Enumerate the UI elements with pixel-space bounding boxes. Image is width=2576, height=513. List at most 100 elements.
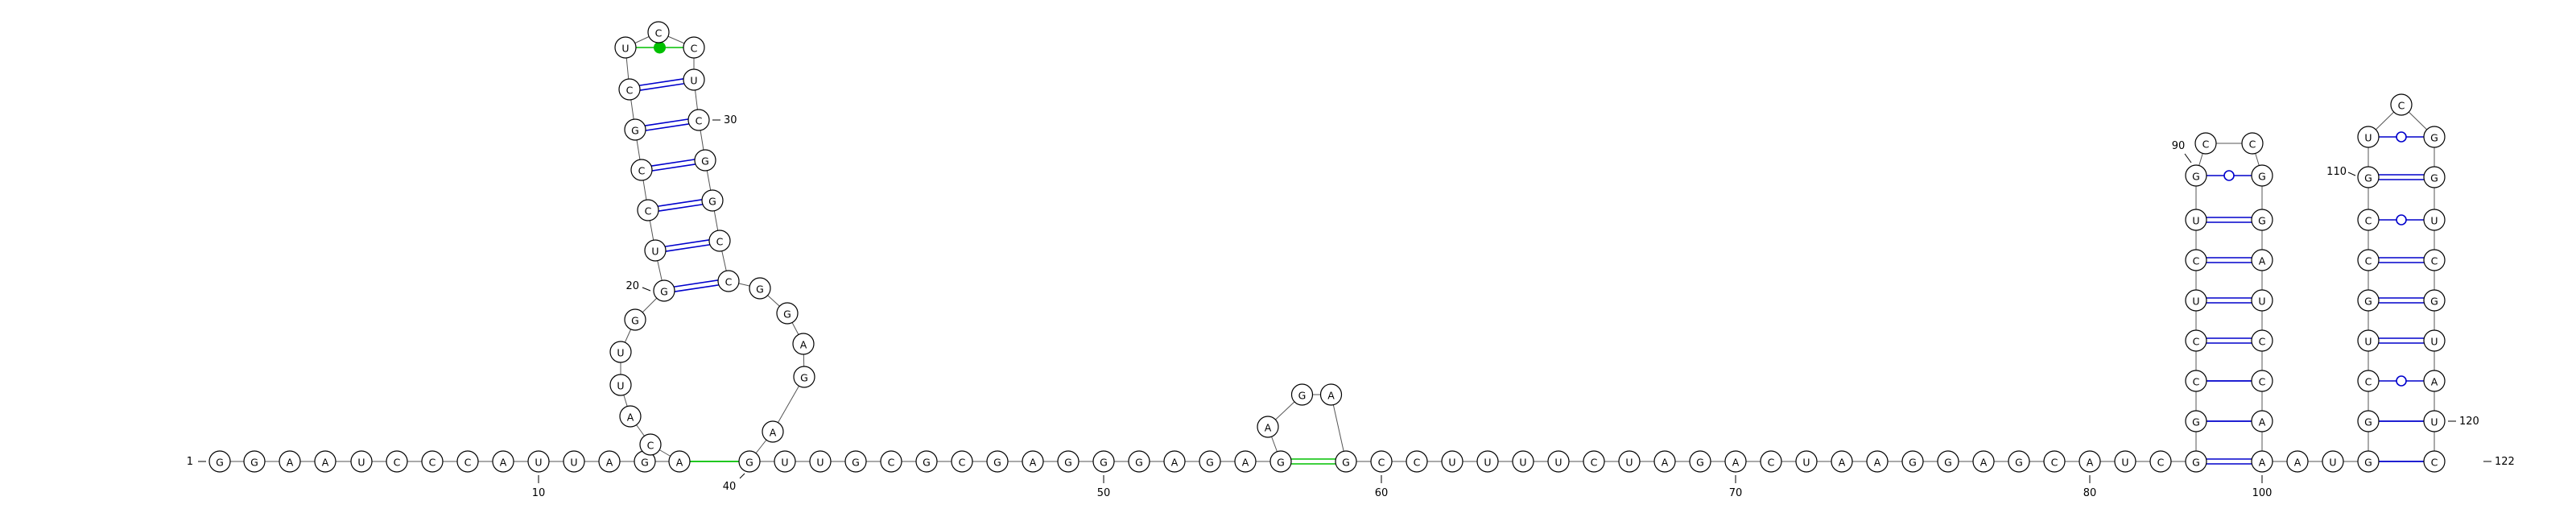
position-label: 60 xyxy=(1375,475,1389,499)
nucleotide: C xyxy=(2185,329,2207,352)
svg-text:G: G xyxy=(660,286,668,298)
nucleotide: A xyxy=(619,405,642,428)
nucleotide: G xyxy=(1901,450,1924,473)
nucleotide: C xyxy=(2185,370,2207,392)
nucleotide: U xyxy=(2423,209,2446,231)
svg-text:G: G xyxy=(1135,457,1143,469)
nucleotide: C xyxy=(2241,132,2264,155)
svg-text:C: C xyxy=(2431,255,2438,267)
nucleotide: C xyxy=(708,230,731,252)
nucleotide: G xyxy=(701,189,724,212)
nucleotide: A xyxy=(1163,450,1186,473)
nucleotide: U xyxy=(614,36,637,59)
nucleotide: C xyxy=(2251,329,2273,352)
position-label: 122 xyxy=(2483,456,2515,468)
nucleotide: A xyxy=(1866,450,1889,473)
svg-text:C: C xyxy=(1414,457,1421,469)
nucleotide: C xyxy=(880,450,902,473)
svg-text:U: U xyxy=(2192,215,2199,227)
nucleotide: A xyxy=(2251,249,2273,271)
nucleotide: U xyxy=(683,68,705,91)
svg-text:G: G xyxy=(2192,416,2200,428)
svg-text:G: G xyxy=(1206,457,1214,469)
base-pair xyxy=(2379,257,2424,263)
svg-text:C: C xyxy=(2365,255,2372,267)
svg-text:U: U xyxy=(1802,457,1810,469)
nucleotide: G xyxy=(2357,450,2380,473)
position-label-text: 110 xyxy=(2326,166,2347,178)
svg-text:U: U xyxy=(816,457,824,469)
nucleotide: C xyxy=(1583,450,1605,473)
base-pair xyxy=(639,78,684,91)
svg-text:G: G xyxy=(745,457,753,469)
svg-text:U: U xyxy=(1519,457,1526,469)
svg-text:U: U xyxy=(2192,296,2199,308)
nucleotide: G xyxy=(1290,383,1314,406)
nucleotide: C xyxy=(2357,209,2380,231)
nucleotide: U xyxy=(809,450,832,473)
base-pair xyxy=(2379,297,2424,304)
svg-text:G: G xyxy=(631,315,639,327)
nucleotide: C xyxy=(1370,450,1393,473)
nucleotide: G xyxy=(1689,450,1711,473)
svg-text:G: G xyxy=(641,457,649,469)
svg-text:G: G xyxy=(2364,457,2372,469)
svg-text:U: U xyxy=(781,457,788,469)
nucleotide: G xyxy=(2185,164,2207,187)
nucleotide: C xyxy=(2149,450,2172,473)
nucleotide: A xyxy=(668,450,691,473)
svg-text:A: A xyxy=(2087,457,2094,469)
nucleotide: U xyxy=(1512,450,1534,473)
base-pair xyxy=(2379,214,2424,225)
nucleotide: G xyxy=(1937,450,1959,473)
nucleotide: G xyxy=(749,277,771,300)
svg-text:C: C xyxy=(2365,376,2372,388)
svg-text:A: A xyxy=(1732,457,1740,469)
position-label-text: 100 xyxy=(2252,487,2273,499)
svg-text:U: U xyxy=(1448,457,1455,469)
nucleotide: A xyxy=(2079,450,2101,473)
svg-text:A: A xyxy=(1662,457,1669,469)
nucleotide: C xyxy=(2043,450,2066,473)
svg-text:A: A xyxy=(770,427,777,439)
nucleotide: G xyxy=(738,450,761,473)
base-pair xyxy=(2207,170,2252,181)
svg-text:G: G xyxy=(1342,457,1350,469)
base-pair xyxy=(1291,458,1335,465)
svg-text:U: U xyxy=(2364,336,2372,348)
svg-text:G: G xyxy=(1298,390,1307,402)
base-pair xyxy=(2207,458,2252,465)
nucleotide: A xyxy=(1653,450,1676,473)
position-label-text: 30 xyxy=(724,114,737,126)
position-label-text: 60 xyxy=(1375,487,1389,499)
svg-text:A: A xyxy=(1171,457,1179,469)
svg-text:A: A xyxy=(322,457,329,469)
nucleotide: G xyxy=(1199,450,1221,473)
base-pair xyxy=(2207,337,2252,344)
nucleotide: U xyxy=(774,450,796,473)
svg-text:G: G xyxy=(783,308,791,321)
nucleotide: U xyxy=(644,239,667,262)
nucleotide: A xyxy=(314,450,336,473)
svg-text:C: C xyxy=(394,457,401,469)
nucleotide: U xyxy=(563,450,585,473)
base-pair xyxy=(658,199,703,212)
nucleotide: A xyxy=(2251,410,2273,432)
svg-text:G: G xyxy=(1909,457,1917,469)
svg-text:A: A xyxy=(1030,457,1037,469)
nucleotide: G xyxy=(2185,410,2207,432)
nucleotide: G xyxy=(1269,450,1292,473)
base-pair xyxy=(2379,131,2424,143)
svg-text:C: C xyxy=(1591,457,1598,469)
svg-text:U: U xyxy=(617,347,624,359)
nucleotide: U xyxy=(2251,289,2273,312)
nucleotide: C xyxy=(639,433,662,456)
position-label-text: 50 xyxy=(1097,487,1111,499)
nucleotide: C xyxy=(683,36,705,59)
svg-text:U: U xyxy=(617,380,624,392)
position-label-text: 90 xyxy=(2172,140,2186,152)
nucleotide: U xyxy=(609,341,632,363)
nucleotide: G xyxy=(694,149,716,172)
nucleotide: G xyxy=(2357,410,2380,432)
nucleotide: G xyxy=(2008,450,2030,473)
